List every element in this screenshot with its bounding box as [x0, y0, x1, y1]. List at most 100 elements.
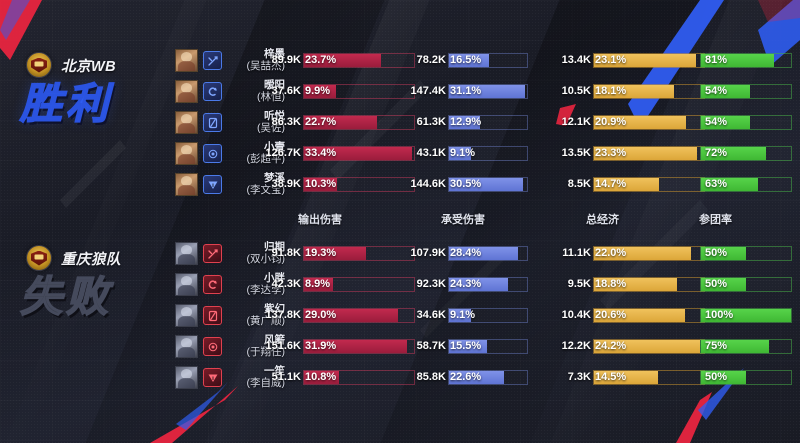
metric-value-dmg: 137.8K	[265, 309, 301, 321]
bar-fill-gold	[594, 54, 696, 67]
metric-percent-dmg: 10.8%	[305, 371, 337, 383]
metric-percent-gold: 18.8%	[595, 278, 627, 290]
metric-cell-part: 50%	[175, 269, 800, 300]
metric-cell-gold: 7.3K 14.5%	[175, 362, 800, 393]
metric-cell-dmg: 38.9K 10.3%	[175, 169, 800, 200]
assassin-icon	[203, 51, 222, 70]
avatar	[175, 366, 198, 389]
metric-cell-dmg: 91.8K 19.3%	[175, 238, 800, 269]
player-row[interactable]: 归期 (双小钧) 91.8K 19.3% 107.9K 28.4% 11.1K 22.0% 50…	[175, 238, 800, 269]
team-result-badge: 胜利	[19, 80, 113, 127]
metric-cell-tkn: 58.7K 15.5%	[175, 331, 800, 362]
metric-percent-part: 50%	[705, 247, 728, 259]
metric-cell-tkn: 147.4K 31.1%	[175, 76, 800, 107]
metric-percent-dmg: 22.7%	[305, 116, 337, 128]
metric-percent-tkn: 24.3%	[450, 278, 482, 290]
bar-track-part	[700, 339, 792, 354]
player-name: 听悦 (吴佐)	[227, 110, 285, 134]
bar-track-tkn	[448, 277, 528, 292]
player-name: 小壹 (彭超平)	[227, 141, 286, 165]
player-identity: 听悦 (吴佐)	[175, 107, 285, 138]
metric-value-tkn: 43.1K	[416, 147, 446, 159]
player-name: 暧阳 (林恒)	[227, 79, 285, 103]
bar-track-dmg	[303, 370, 415, 385]
bar-track-part	[700, 53, 792, 68]
player-row[interactable]: 梦溪 (李文宝) 38.9K 10.3% 144.6K 30.5% 8.5K 14.7% 63%	[175, 169, 800, 200]
player-name: 小胖 (李达孛)	[227, 272, 286, 296]
avatar	[175, 304, 198, 327]
bar-fill-gold	[594, 85, 674, 98]
player-row[interactable]: 小胖 (李达孛) 42.3K 8.9% 92.3K 24.3% 9.5K 18.8% 50%	[175, 269, 800, 300]
bar-fill-tkn	[449, 247, 519, 260]
player-row[interactable]: 听悦 (吴佐) 86.3K 22.7% 61.3K 12.9% 12.1K 20.9% 54%	[175, 107, 800, 138]
metric-value-gold: 11.1K	[562, 247, 591, 259]
player-row[interactable]: 紫幻 (黄广顺) 137.8K 29.0% 34.6K 9.1% 10.4K 20.6% 100…	[175, 300, 800, 331]
player-name: 一笙 (李自威)	[227, 365, 286, 389]
metric-cell-tkn: 43.1K 9.1%	[175, 138, 800, 169]
bar-fill-tkn	[449, 54, 490, 67]
avatar	[175, 49, 198, 72]
metric-cell-gold: 13.4K 23.1%	[175, 45, 800, 76]
player-row[interactable]: 风簖 (于翔任) 151.6K 31.9% 58.7K 15.5% 12.2K 24.2% 75…	[175, 331, 800, 362]
player-identity: 小壹 (彭超平)	[175, 138, 285, 169]
avatar	[175, 273, 198, 296]
player-rows-team-0: 梓墨 (吴喆杰) 89.9K 23.7% 78.2K 16.5% 13.4K 23.1% 81%…	[175, 45, 800, 200]
metric-percent-tkn: 9.1%	[450, 309, 476, 321]
bar-fill-tkn	[449, 309, 472, 322]
metric-value-tkn: 34.6K	[416, 309, 446, 321]
mage-icon	[203, 306, 222, 325]
player-identity: 梓墨 (吴喆杰)	[175, 45, 285, 76]
metric-percent-gold: 18.1%	[595, 85, 627, 97]
avatar	[175, 111, 198, 134]
metric-value-tkn: 61.3K	[416, 116, 446, 128]
marksman-icon	[203, 337, 222, 356]
player-realname: (李自威)	[246, 376, 286, 389]
bar-track-tkn	[448, 246, 528, 261]
player-row[interactable]: 一笙 (李自威) 51.1K 10.8% 85.8K 22.6% 7.3K 14.5% 50%	[175, 362, 800, 393]
metric-cell-dmg: 137.8K 29.0%	[175, 300, 800, 331]
player-name: 归期 (双小钧)	[227, 241, 286, 265]
bar-fill-dmg	[304, 309, 398, 322]
player-row[interactable]: 暧阳 (林恒) 37.6K 9.9% 147.4K 31.1% 10.5K 18.1% 54%	[175, 76, 800, 107]
player-name: 风簖 (于翔任)	[227, 334, 286, 358]
bar-fill-gold	[594, 116, 686, 129]
bar-track-tkn	[448, 308, 528, 323]
player-row[interactable]: 小壹 (彭超平) 126.7K 33.4% 43.1K 9.1% 13.5K 23.3% 72%	[175, 138, 800, 169]
player-row[interactable]: 梓墨 (吴喆杰) 89.9K 23.7% 78.2K 16.5% 13.4K 23.1% 81%	[175, 45, 800, 76]
metric-percent-tkn: 16.5%	[450, 54, 482, 66]
bar-fill-gold	[594, 371, 658, 384]
column-header-damage-dealt: 输出伤害	[298, 214, 342, 226]
bar-track-part	[700, 370, 792, 385]
bar-fill-dmg	[304, 340, 408, 353]
bar-fill-part	[701, 85, 750, 98]
metric-cell-gold: 10.4K 20.6%	[175, 300, 800, 331]
bar-track-dmg	[303, 146, 415, 161]
metric-percent-dmg: 9.9%	[305, 85, 331, 97]
bar-fill-tkn	[449, 147, 472, 160]
metric-value-dmg: 38.9K	[271, 178, 301, 190]
metric-value-gold: 10.4K	[561, 309, 591, 321]
metric-percent-gold: 14.7%	[595, 178, 627, 190]
player-realname: (彭超平)	[246, 152, 286, 165]
metric-cell-part: 63%	[175, 169, 800, 200]
metric-percent-part: 50%	[705, 371, 728, 383]
marksman-icon	[203, 144, 222, 163]
metric-percent-tkn: 15.5%	[450, 340, 482, 352]
bar-track-dmg	[303, 277, 415, 292]
metric-percent-tkn: 30.5%	[450, 178, 482, 190]
metric-cell-gold: 12.1K 20.9%	[175, 107, 800, 138]
bar-fill-dmg	[304, 147, 413, 160]
metric-percent-gold: 14.5%	[595, 371, 627, 383]
metric-percent-tkn: 22.6%	[450, 371, 482, 383]
player-identity: 梦溪 (李文宝)	[175, 169, 285, 200]
metric-value-tkn: 58.7K	[416, 340, 446, 352]
player-realname: (黄广顺)	[246, 314, 286, 327]
metric-percent-tkn: 31.1%	[450, 85, 482, 97]
metric-percent-gold: 24.2%	[595, 340, 627, 352]
bar-track-tkn	[448, 53, 528, 68]
player-identity: 紫幻 (黄广顺)	[175, 300, 285, 331]
player-nickname: 一笙	[264, 365, 285, 377]
metric-value-gold: 8.5K	[567, 178, 591, 190]
bar-fill-part	[701, 278, 746, 291]
metric-value-tkn: 147.4K	[410, 85, 446, 97]
